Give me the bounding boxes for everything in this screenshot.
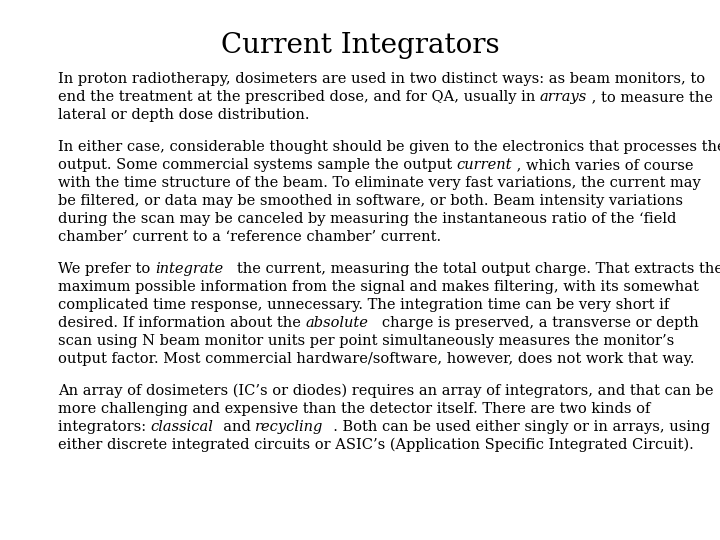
Text: , to measure the: , to measure the: [588, 90, 713, 104]
Text: more challenging and expensive than the detector itself. There are two kinds of: more challenging and expensive than the …: [58, 402, 650, 416]
Text: scan using N beam monitor units per point simultaneously measures the monitor’s: scan using N beam monitor units per poin…: [58, 334, 674, 348]
Text: charge is preserved, a transverse or depth: charge is preserved, a transverse or dep…: [369, 316, 699, 330]
Text: the current, measuring the total output charge. That extracts the: the current, measuring the total output …: [223, 262, 720, 276]
Text: desired. If information about the: desired. If information about the: [58, 316, 305, 330]
Text: lateral or depth dose distribution.: lateral or depth dose distribution.: [58, 108, 310, 122]
Text: with the time structure of the beam. To eliminate very fast variations, the curr: with the time structure of the beam. To …: [58, 176, 701, 190]
Text: absolute: absolute: [305, 316, 369, 330]
Text: recycling: recycling: [255, 420, 323, 434]
Text: output. Some commercial systems sample the output: output. Some commercial systems sample t…: [58, 158, 456, 172]
Text: either discrete integrated circuits or ASIC’s (Application Specific Integrated C: either discrete integrated circuits or A…: [58, 438, 694, 453]
Text: We prefer to: We prefer to: [58, 262, 155, 276]
Text: maximum possible information from the signal and makes filtering, with its somew: maximum possible information from the si…: [58, 280, 699, 294]
Text: classical: classical: [150, 420, 214, 434]
Text: . Both can be used either singly or in arrays, using: . Both can be used either singly or in a…: [323, 420, 709, 434]
Text: during the scan may be canceled by measuring the instantaneous ratio of the ‘fie: during the scan may be canceled by measu…: [58, 212, 676, 226]
Text: In either case, considerable thought should be given to the electronics that pro: In either case, considerable thought sho…: [58, 140, 720, 154]
Text: An array of dosimeters (IC’s or diodes) requires an array of integrators, and th: An array of dosimeters (IC’s or diodes) …: [58, 384, 714, 399]
Text: integrators:: integrators:: [58, 420, 150, 434]
Text: output factor. Most commercial hardware/software, however, does not work that wa: output factor. Most commercial hardware/…: [58, 352, 695, 366]
Text: current: current: [456, 158, 512, 172]
Text: complicated time response, unnecessary. The integration time can be very short i: complicated time response, unnecessary. …: [58, 298, 670, 312]
Text: integrate: integrate: [155, 262, 223, 276]
Text: Current Integrators: Current Integrators: [221, 32, 499, 59]
Text: end the treatment at the prescribed dose, and for QA, usually in: end the treatment at the prescribed dose…: [58, 90, 540, 104]
Text: and: and: [214, 420, 255, 434]
Text: arrays: arrays: [540, 90, 588, 104]
Text: , which varies of course: , which varies of course: [512, 158, 694, 172]
Text: chamber’ current to a ‘reference chamber’ current.: chamber’ current to a ‘reference chamber…: [58, 230, 441, 244]
Text: In proton radiotherapy, dosimeters are used in two distinct ways: as beam monito: In proton radiotherapy, dosimeters are u…: [58, 72, 705, 86]
Text: be filtered, or data may be smoothed in software, or both. Beam intensity variat: be filtered, or data may be smoothed in …: [58, 194, 683, 208]
